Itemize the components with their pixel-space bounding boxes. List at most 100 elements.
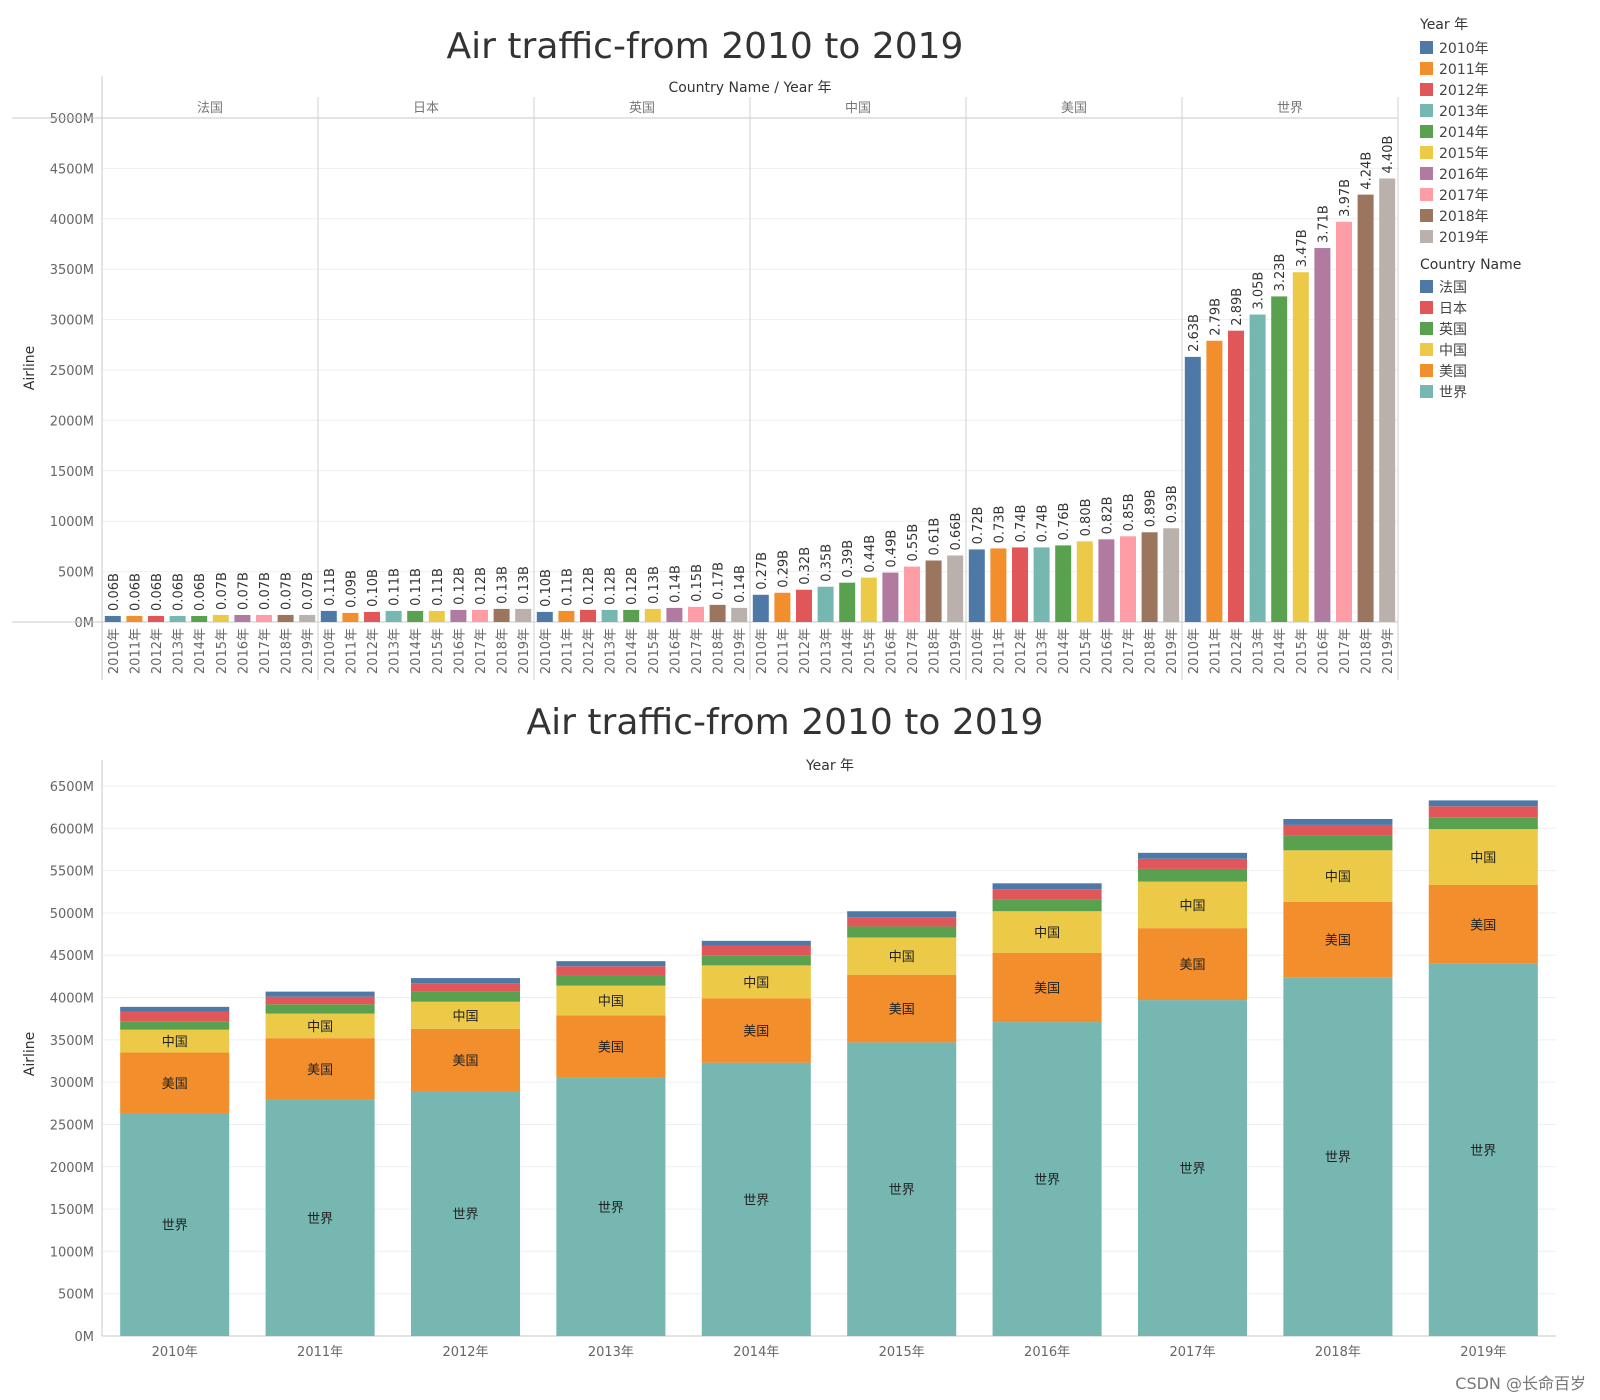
chart1-y-tick: 1500M xyxy=(50,465,94,480)
chart1-bar xyxy=(1314,248,1331,623)
chart1-data-label: 0.06B xyxy=(107,573,122,611)
chart1-bar xyxy=(925,560,942,622)
chart2-bar-segment xyxy=(1137,858,1248,869)
chart1-data-label: 0.13B xyxy=(647,566,662,604)
chart1-x-tick: 2015年 xyxy=(1079,628,1094,674)
chart1-data-label: 0.17B xyxy=(712,562,727,600)
legend-year-label: 2019年 xyxy=(1439,229,1489,246)
legend-year-6: 2016年 xyxy=(1420,163,1595,184)
chart2-segment-label: 世界 xyxy=(1470,1144,1496,1159)
chart2-x-tick: 2010年 xyxy=(152,1345,198,1360)
legend-country-swatch xyxy=(1420,301,1433,314)
chart2-y-tick: 0M xyxy=(75,1330,95,1345)
chart2-bar-segment xyxy=(701,1062,811,1336)
chart1-bar xyxy=(104,615,121,622)
chart1-bar xyxy=(407,610,424,622)
chart2-segment-label: 世界 xyxy=(889,1183,915,1198)
chart2-segment-label: 世界 xyxy=(1179,1162,1205,1177)
chart1-x-tick: 2019年 xyxy=(949,628,964,674)
legend-year-label: 2013年 xyxy=(1439,103,1489,120)
chart2-bar-segment xyxy=(992,911,1102,953)
chart2-bar-segment xyxy=(265,991,375,997)
chart1-data-label: 0.72B xyxy=(971,507,986,545)
chart1-x-tick: 2010年 xyxy=(107,628,122,674)
chart1-data-label: 3.23B xyxy=(1273,254,1288,292)
chart2-bar-segment xyxy=(1428,800,1538,807)
chart1-x-tick: 2015年 xyxy=(215,628,230,674)
chart1-data-label: 0.55B xyxy=(906,524,921,562)
chart1-data-label: 0.15B xyxy=(690,564,705,602)
chart1-data-label: 0.11B xyxy=(388,568,403,606)
chart1-y-axis-title: Airline xyxy=(22,346,38,391)
chart2-y-tick: 3000M xyxy=(50,1076,94,1091)
chart1-y-tick: 3000M xyxy=(50,314,94,329)
chart1-data-label: 2.63B xyxy=(1187,314,1202,352)
chart1-x-tick: 2010年 xyxy=(755,628,770,674)
chart2-bar-segment xyxy=(992,883,1102,890)
chart1-bar xyxy=(191,615,208,622)
chart1-bar xyxy=(472,609,488,622)
chart1-data-label: 3.71B xyxy=(1316,205,1331,243)
chart2-bar-segment xyxy=(410,1001,521,1029)
chart2-bar-segment xyxy=(701,945,811,956)
legend-country-label: 日本 xyxy=(1439,300,1467,317)
chart1-data-label: 0.06B xyxy=(193,573,208,611)
chart2-segment-label: 美国 xyxy=(162,1077,188,1092)
chart1-y-tick: 5000M xyxy=(50,112,94,127)
chart1-bar xyxy=(774,592,791,622)
chart2-bar-segment xyxy=(410,978,521,984)
chart1-bar xyxy=(428,610,445,622)
legend-year-title: Year 年 xyxy=(1420,17,1469,33)
chart2-segment-label: 美国 xyxy=(889,1003,915,1018)
chart2-bar-segment xyxy=(556,1015,666,1078)
chart1-bar xyxy=(212,614,229,622)
chart2-y-axis-title: Airline xyxy=(22,1032,38,1077)
chart1-data-label: 3.97B xyxy=(1338,179,1353,217)
chart1-bar xyxy=(169,615,186,622)
chart2-bar-segment xyxy=(265,1099,375,1336)
chart1-data-label: 2.89B xyxy=(1230,288,1245,326)
chart1-bar xyxy=(731,607,748,622)
chart1-data-label: 0.10B xyxy=(366,569,381,607)
chart2-bar-segment xyxy=(120,1052,230,1114)
chart2-segment-label: 美国 xyxy=(598,1041,624,1056)
chart1-bar xyxy=(752,594,769,622)
chart1-data-label: 0.61B xyxy=(928,518,943,556)
chart2-bar-segment xyxy=(265,1038,375,1100)
chart2-segment-label: 中国 xyxy=(598,995,624,1010)
chart1-x-tick: 2012年 xyxy=(1230,628,1245,674)
chart1-bar xyxy=(709,604,726,622)
chart2-bar-segment xyxy=(701,955,811,966)
chart2-bar-segment xyxy=(1283,824,1393,836)
chart1-x-tick: 2019年 xyxy=(1165,628,1180,674)
chart2-segment-label: 美国 xyxy=(307,1063,333,1078)
chart1-data-label: 0.80B xyxy=(1079,498,1094,536)
chart2-bar-segment xyxy=(701,998,811,1063)
legend-year-4: 2014年 xyxy=(1420,121,1595,142)
chart1-x-tick: 2017年 xyxy=(1338,628,1353,674)
chart1-bar xyxy=(320,610,337,622)
legend-year-2: 2012年 xyxy=(1420,79,1595,100)
chart1-x-tick: 2013年 xyxy=(604,628,619,674)
chart1-bar xyxy=(1292,272,1309,622)
chart2-segment-label: 中国 xyxy=(1179,899,1205,914)
legend-year-label: 2018年 xyxy=(1439,208,1489,225)
chart1-bar xyxy=(385,610,402,622)
chart2-bar-segment xyxy=(1283,977,1393,1336)
chart2-y-tick: 6000M xyxy=(50,822,94,837)
legend-year-8: 2018年 xyxy=(1420,205,1595,226)
legend-country-title: Country Name xyxy=(1420,257,1522,273)
chart2-y-tick: 4000M xyxy=(50,992,94,1007)
chart1-panel-label: 美国 xyxy=(1061,101,1087,116)
chart1-x-tick: 2012年 xyxy=(366,628,381,674)
legend-year-label: 2011年 xyxy=(1439,61,1489,78)
chart1-bar xyxy=(299,614,316,622)
chart1-x-tick: 2014年 xyxy=(625,628,640,674)
chart1-x-tick: 2017年 xyxy=(474,628,489,674)
chart1-x-tick: 2019年 xyxy=(733,628,748,674)
legend: Year 年 2010年 2011年 2012年 2013年 2014年 2015年 201… xyxy=(1420,14,1595,402)
chart2-bar-segment xyxy=(992,899,1102,912)
chart1-bar xyxy=(342,612,359,622)
chart1-bar xyxy=(1271,296,1288,622)
chart1-bar xyxy=(1120,536,1136,622)
